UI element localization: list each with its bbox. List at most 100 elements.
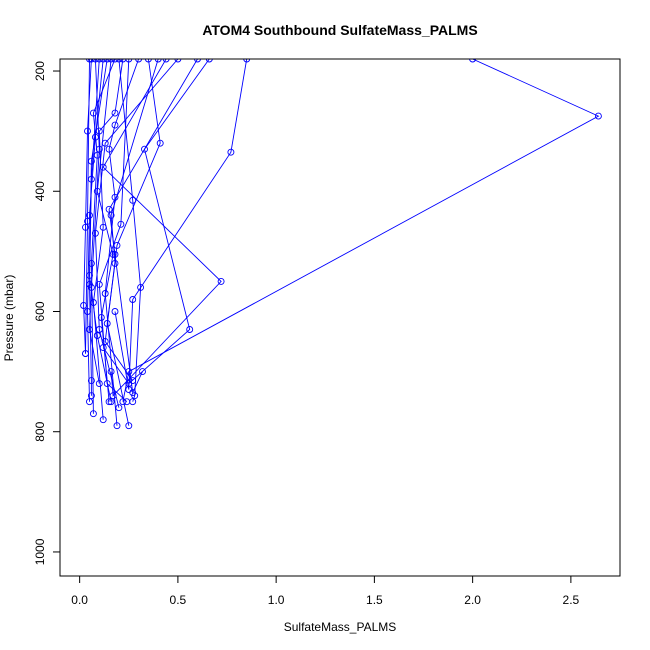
data-point [205, 59, 213, 63]
data-point [87, 377, 95, 385]
y-axis: 200 400 600 800 1000 [33, 61, 61, 565]
data-point [105, 205, 113, 213]
data-point [217, 277, 225, 285]
data-point [86, 59, 93, 63]
data-point [154, 59, 162, 63]
series-line [104, 59, 140, 426]
plot-frame [59, 58, 621, 577]
series-17 [99, 59, 213, 388]
x-axis: 0.0 0.5 1.0 1.5 2.0 2.5 [71, 575, 580, 607]
data-point [137, 283, 145, 291]
data-point [129, 196, 137, 204]
series-11 [115, 59, 145, 406]
data-point [91, 59, 99, 63]
data-point [101, 338, 109, 345]
series-18 [111, 59, 251, 394]
data-point [125, 59, 133, 63]
series-line [96, 59, 114, 402]
data-point [86, 398, 93, 406]
data-point [139, 368, 146, 376]
data-point [93, 332, 101, 339]
data-point [119, 398, 127, 406]
data-point [107, 368, 115, 376]
data-point [97, 314, 105, 321]
data-point [129, 296, 137, 303]
series-line [89, 59, 100, 396]
y-tick-label: 1000 [33, 538, 47, 565]
data-point [186, 326, 194, 333]
series-line [114, 59, 248, 390]
data-point [91, 229, 99, 237]
series-line [108, 59, 198, 395]
data-point [99, 416, 107, 424]
series-line [102, 59, 222, 397]
data-point [174, 59, 182, 63]
data-point [87, 283, 95, 291]
data-point [111, 250, 119, 258]
data-point [119, 59, 127, 63]
data-point [99, 59, 107, 63]
data-point [115, 59, 123, 63]
series-line [122, 59, 600, 402]
data-point [227, 148, 235, 156]
y-tick-label: 800 [33, 421, 47, 441]
data-point [89, 109, 97, 117]
data-point [144, 59, 152, 63]
data-point [84, 217, 91, 225]
data-point [93, 187, 101, 195]
data-point [594, 112, 602, 120]
data-point [111, 59, 119, 63]
data-point [109, 250, 117, 258]
series-20 [119, 59, 602, 406]
data-point [105, 145, 113, 153]
series-line [94, 59, 179, 408]
data-point [117, 220, 125, 228]
data-point [162, 59, 170, 63]
x-tick-label: 0.5 [170, 593, 187, 607]
data-point [141, 145, 148, 153]
data-point [243, 59, 251, 63]
x-axis-label: SulfateMass_PALMS [284, 620, 397, 634]
series-line [89, 59, 100, 384]
data-point [89, 410, 97, 418]
data-point [105, 398, 113, 406]
series-line [85, 59, 90, 354]
data-point [84, 127, 91, 135]
series-9 [95, 59, 133, 406]
data-point [156, 139, 164, 147]
data-point [194, 59, 201, 63]
y-tick-label: 400 [33, 181, 47, 201]
series-line [90, 59, 116, 414]
y-tick-label: 600 [33, 301, 47, 321]
series-line [102, 59, 210, 385]
y-tick-label: 200 [33, 61, 47, 81]
data-point [111, 109, 119, 117]
y-axis-label: Pressure (mbar) [2, 275, 16, 362]
data-point [95, 280, 103, 288]
data-point [125, 368, 133, 376]
data-point [111, 121, 119, 129]
data-point [99, 344, 107, 352]
data-point [125, 422, 133, 430]
data-point [107, 398, 115, 406]
data-point [82, 350, 89, 358]
series-19 [99, 59, 225, 400]
data-point [95, 59, 103, 63]
series-15 [105, 59, 201, 397]
data-point [87, 259, 95, 267]
series-layer [80, 59, 602, 430]
data-point [113, 422, 121, 430]
series-16 [82, 59, 93, 358]
data-point [111, 308, 119, 315]
chart-title: ATOM4 Southbound SulfateMass_PALMS [202, 22, 477, 38]
x-tick-label: 2.5 [563, 593, 580, 607]
series-13 [86, 59, 103, 388]
series-14 [93, 59, 117, 406]
series-line [104, 59, 161, 381]
x-tick-label: 1.0 [268, 593, 285, 607]
data-point [107, 59, 115, 63]
data-point [103, 59, 111, 63]
data-point [125, 386, 133, 394]
x-tick-label: 1.5 [366, 593, 383, 607]
